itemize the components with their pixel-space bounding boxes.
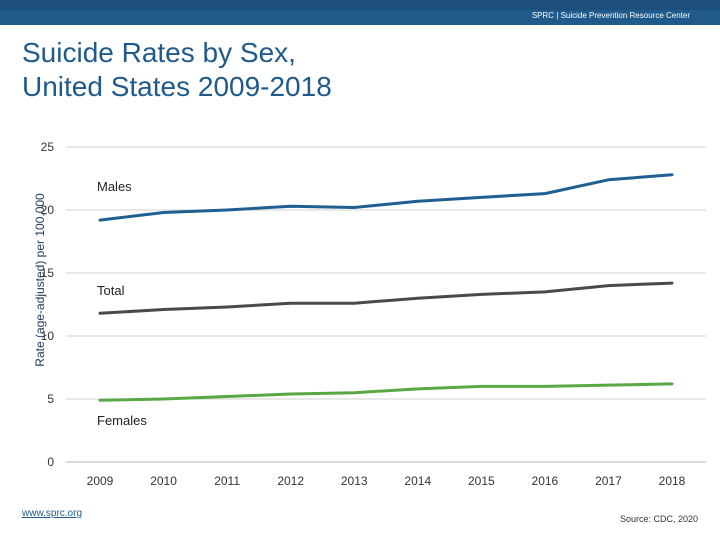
x-tick-label: 2014 — [404, 474, 431, 488]
x-tick-label: 2018 — [659, 474, 686, 488]
page-title: Suicide Rates by Sex, United States 2009… — [22, 36, 332, 104]
y-tick-label: 0 — [47, 455, 54, 469]
footer-link[interactable]: www.sprc.org — [22, 508, 83, 519]
header-band — [0, 10, 720, 25]
series-line-females — [98, 382, 674, 402]
y-tick-label: 25 — [41, 140, 55, 154]
y-tick-label: 5 — [47, 392, 54, 406]
x-tick-label: 2009 — [87, 474, 114, 488]
x-tick-label: 2015 — [468, 474, 495, 488]
top-accent-bar — [0, 0, 720, 10]
series-line-males — [98, 173, 674, 222]
series-line-total — [98, 281, 674, 315]
x-tick-label: 2013 — [341, 474, 368, 488]
series-label-total: Total — [97, 283, 125, 298]
series-label-females: Females — [97, 413, 147, 428]
x-tick-label: 2016 — [532, 474, 559, 488]
y-tick-label: 20 — [41, 203, 55, 217]
source-note: Source: CDC, 2020 — [619, 514, 698, 524]
series-label-males: Males — [97, 179, 132, 194]
x-tick-label: 2010 — [150, 474, 177, 488]
title-line-2: United States 2009-2018 — [22, 71, 332, 102]
title-line-1: Suicide Rates by Sex, — [22, 37, 296, 68]
header-org-name: SPRC | Suicide Prevention Resource Cente… — [531, 11, 690, 20]
y-tick-label: 10 — [41, 329, 55, 343]
x-tick-label: 2012 — [277, 474, 304, 488]
x-tick-label: 2011 — [214, 474, 240, 488]
y-tick-label: 15 — [41, 266, 55, 280]
x-tick-label: 2017 — [595, 474, 622, 488]
